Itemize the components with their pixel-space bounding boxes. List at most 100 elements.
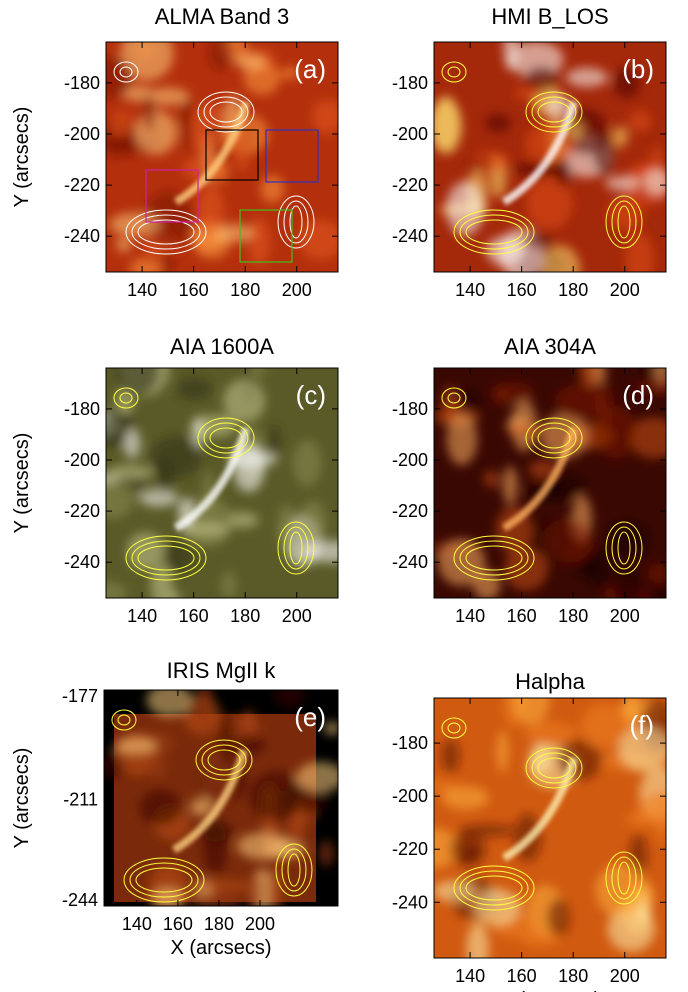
texture-blob — [303, 540, 338, 563]
contour — [611, 856, 637, 900]
contours — [113, 61, 315, 255]
texture-blob — [235, 53, 266, 71]
texture-blob — [123, 428, 141, 459]
contour — [113, 387, 139, 409]
panel: AIA 1600A (c) 140 160 180 200 -180 -200 -220 -240… — [11, 334, 339, 626]
texture-blob — [471, 151, 509, 173]
x-tick-label: 200 — [610, 966, 640, 986]
contour — [197, 91, 255, 133]
contour — [465, 875, 523, 901]
y-tick-label: -240 — [392, 892, 428, 912]
y-tick-label: -220 — [392, 501, 428, 521]
contour — [275, 843, 313, 897]
x-tick-label: 200 — [282, 606, 312, 626]
y-tick-label: -220 — [392, 175, 428, 195]
texture-blob — [139, 789, 182, 826]
texture-blob — [625, 233, 655, 272]
x-tick-label: 180 — [204, 914, 234, 934]
texture-blob — [502, 466, 518, 505]
y-tick-label: -200 — [392, 124, 428, 144]
y-tick-label: -200 — [392, 786, 428, 806]
texture-blob — [605, 176, 641, 191]
x-tick-label: 140 — [122, 914, 152, 934]
texture-blob — [496, 730, 509, 773]
contour — [453, 535, 535, 581]
texture — [434, 698, 666, 958]
region-box — [265, 129, 319, 183]
contour — [525, 747, 583, 789]
panel: AIA 304A (d) 140 160 180 200 -180 -200 -220 -240 — [392, 334, 667, 626]
y-axis-label: Y (arcsecs) — [11, 433, 33, 534]
y-tick-label: -244 — [62, 890, 98, 910]
texture-blob — [107, 464, 153, 480]
panel: Halpha (f) 140 160 180 200 -180 -200 -220 -240 X (… — [392, 669, 667, 992]
contour — [447, 722, 461, 734]
texture — [104, 690, 338, 906]
texture-blob — [298, 219, 338, 260]
y-tick-label: -180 — [392, 733, 428, 753]
contour — [525, 417, 583, 459]
y-tick-label: -177 — [62, 686, 98, 706]
texture-blob — [296, 761, 338, 793]
contour — [125, 535, 207, 581]
contour — [531, 752, 577, 784]
x-tick-label: 160 — [507, 966, 537, 986]
contour — [277, 195, 315, 249]
texture-blob — [142, 92, 156, 132]
texture-blob — [146, 690, 193, 717]
panel-label: (b) — [622, 54, 654, 84]
frame — [433, 41, 667, 273]
contour — [537, 427, 571, 449]
contour — [531, 96, 577, 128]
texture-blob — [190, 797, 214, 817]
y-tick-label: -240 — [64, 552, 100, 572]
network — [501, 756, 578, 862]
panel: HMI B_LOS (b) 140 160 180 200 -180 -200 -220 -240 — [392, 4, 667, 300]
contour — [209, 101, 243, 123]
texture-blob — [522, 232, 555, 249]
x-tick-label: 140 — [455, 280, 485, 300]
x-tick-label: 180 — [230, 280, 260, 300]
texture-blob — [114, 368, 160, 397]
contour — [453, 209, 535, 255]
contour — [605, 195, 643, 249]
texture-blob — [595, 380, 613, 429]
texture-blob — [554, 157, 572, 188]
contour — [283, 526, 309, 570]
texture-blob — [461, 846, 479, 861]
texture-blob — [567, 121, 584, 140]
contour — [617, 531, 631, 565]
contour — [281, 848, 307, 892]
contour — [611, 526, 637, 570]
texture-blob — [246, 873, 263, 906]
texture-blob — [437, 538, 486, 587]
contour — [119, 392, 133, 404]
x-tick-label: 180 — [230, 606, 260, 626]
contour — [617, 205, 631, 239]
contour — [131, 214, 201, 250]
texture-blob — [220, 571, 237, 598]
texture-blob — [524, 721, 576, 745]
network — [501, 426, 578, 532]
texture-blob — [182, 521, 229, 538]
texture-blob — [251, 368, 265, 380]
texture-blob — [279, 67, 300, 80]
contour — [129, 862, 199, 898]
texture-blob — [434, 95, 460, 151]
texture-blob — [217, 713, 235, 764]
contour — [465, 545, 523, 571]
y-tick-label: -240 — [392, 226, 428, 246]
region-box — [145, 169, 199, 223]
panel-title: AIA 304A — [504, 334, 596, 359]
panel: ALMA Band 3(a) 140 160 180 200 -180 -200 -220 -2… — [11, 4, 339, 300]
contour — [537, 757, 571, 779]
texture-blob — [504, 547, 548, 591]
image — [104, 690, 338, 906]
texture-blob — [139, 489, 179, 507]
texture — [106, 42, 338, 272]
texture-blob — [520, 931, 562, 947]
contours — [113, 387, 315, 581]
x-tick-label: 180 — [558, 280, 588, 300]
frame — [105, 41, 339, 273]
